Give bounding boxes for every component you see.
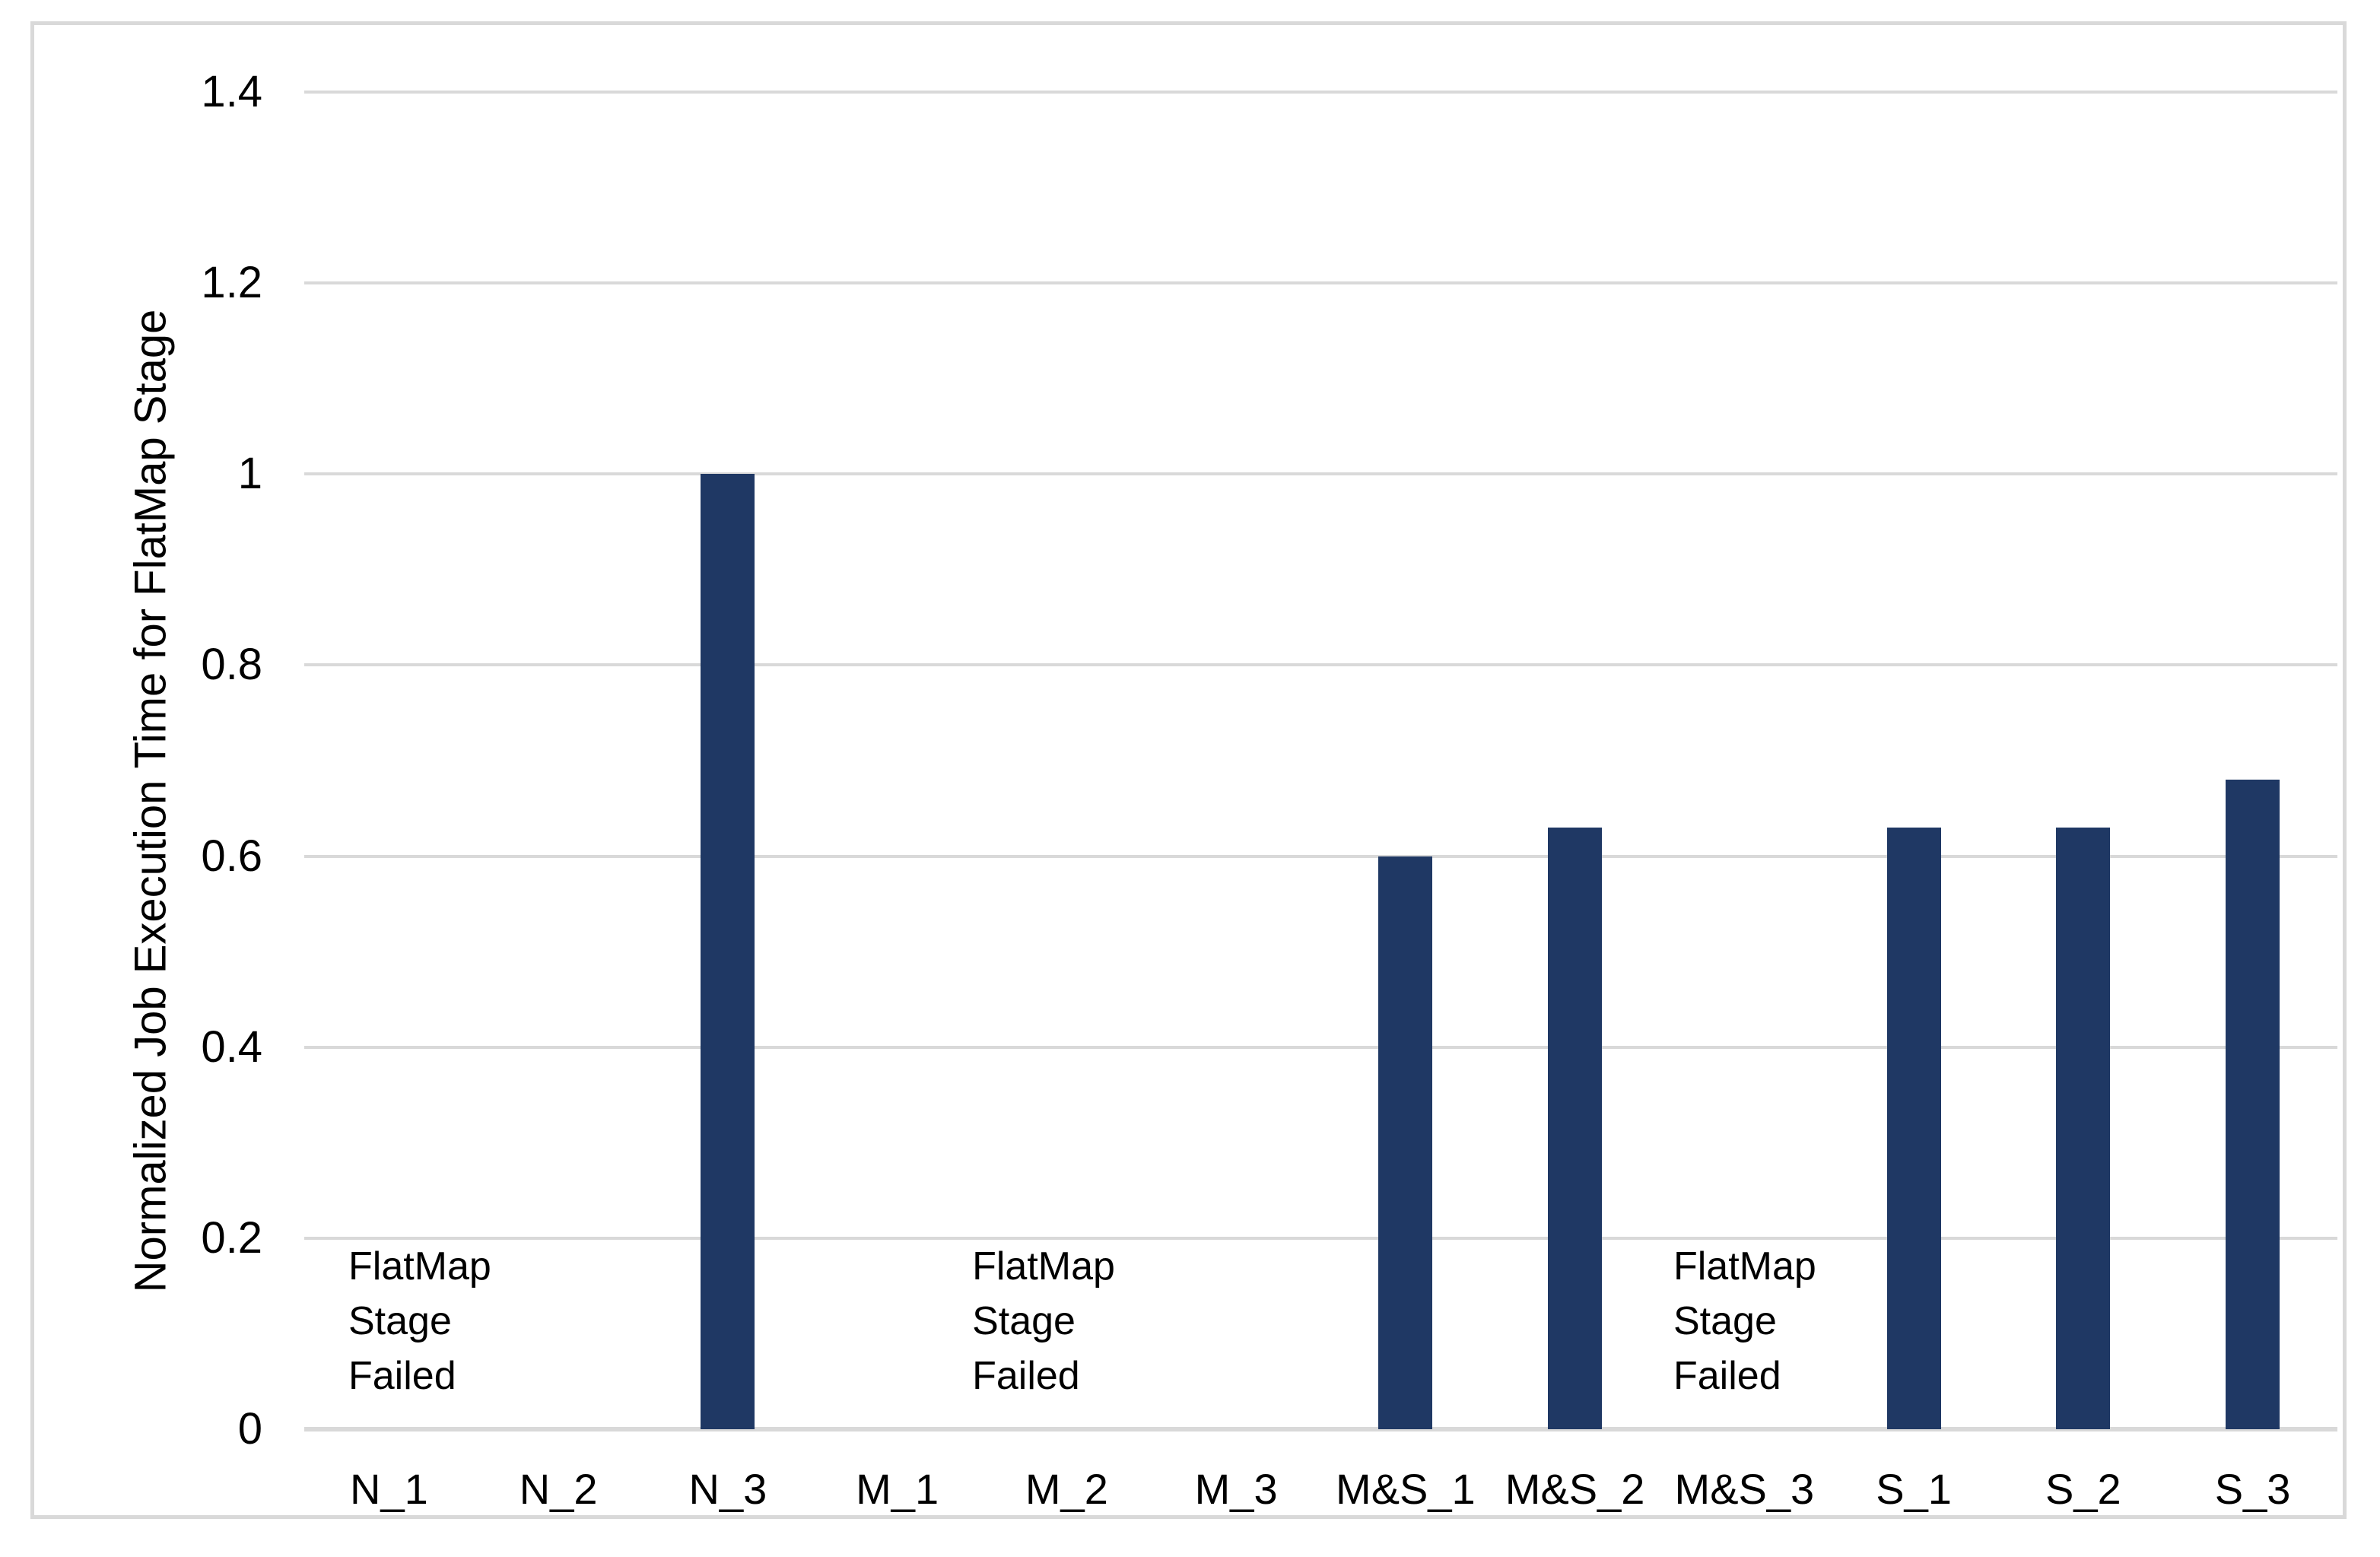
annotation-line: Failed: [348, 1354, 456, 1399]
y-tick-label: 1: [237, 449, 262, 499]
bar-S_1: [1886, 827, 1941, 1429]
x-category-label: S_2: [2045, 1465, 2121, 1513]
y-tick-label: 1.2: [201, 258, 262, 308]
x-category-label: N_3: [688, 1465, 767, 1513]
y-tick-label: 0.8: [201, 640, 262, 690]
annotation-line: Stage: [972, 1299, 1076, 1344]
annotation-flatmap-stage-failed: FlatMap Stage Failed: [1673, 1239, 1816, 1403]
bar-N_3: [701, 474, 755, 1429]
x-category-label: N_2: [519, 1465, 598, 1513]
annotation-line: FlatMap: [1673, 1244, 1816, 1289]
chart-frame: Normalized Job Execution Time for FlatMa…: [30, 21, 2347, 1519]
y-gridline: [304, 472, 2337, 476]
bar-S_3: [2226, 780, 2280, 1429]
y-gridline: [304, 281, 2337, 285]
annotation-line: Stage: [348, 1299, 452, 1344]
y-gridline: [304, 663, 2337, 667]
x-axis-baseline: [304, 1427, 2337, 1431]
annotation-line: Stage: [1673, 1299, 1777, 1344]
x-category-label: M_2: [1025, 1465, 1108, 1513]
y-tick-label: 0.4: [201, 1022, 262, 1072]
x-category-label: M_1: [856, 1465, 939, 1513]
x-category-label: M&S_2: [1505, 1465, 1645, 1513]
bar-M&S_1: [1378, 856, 1433, 1429]
x-category-label: N_1: [350, 1465, 428, 1513]
annotation-line: FlatMap: [348, 1244, 491, 1289]
y-tick-label: 0: [237, 1404, 262, 1454]
y-tick-label: 1.4: [201, 67, 262, 116]
x-category-label: M&S_3: [1674, 1465, 1815, 1513]
x-category-label: S_3: [2214, 1465, 2291, 1513]
annotation-line: Failed: [1673, 1354, 1781, 1399]
y-gridline: [304, 854, 2337, 858]
annotation-line: FlatMap: [972, 1244, 1115, 1289]
x-category-label: M_3: [1194, 1465, 1278, 1513]
bar-S_2: [2056, 827, 2111, 1429]
annotation-line: Failed: [972, 1354, 1080, 1399]
y-gridline: [304, 1045, 2337, 1049]
plot-area: FlatMap Stage Failed FlatMap Stage Failed Flat…: [304, 91, 2337, 1431]
y-gridline: [304, 91, 2337, 94]
x-category-label: M&S_1: [1336, 1465, 1476, 1513]
y-tick-label: 0.2: [201, 1212, 262, 1263]
annotation-flatmap-stage-failed: FlatMap Stage Failed: [348, 1239, 491, 1403]
y-tick-label: 0.6: [201, 831, 262, 881]
x-category-label: S_1: [1876, 1465, 1952, 1513]
bar-M&S_2: [1548, 827, 1603, 1429]
annotation-flatmap-stage-failed: FlatMap Stage Failed: [972, 1239, 1115, 1403]
y-gridline: [304, 1236, 2337, 1240]
